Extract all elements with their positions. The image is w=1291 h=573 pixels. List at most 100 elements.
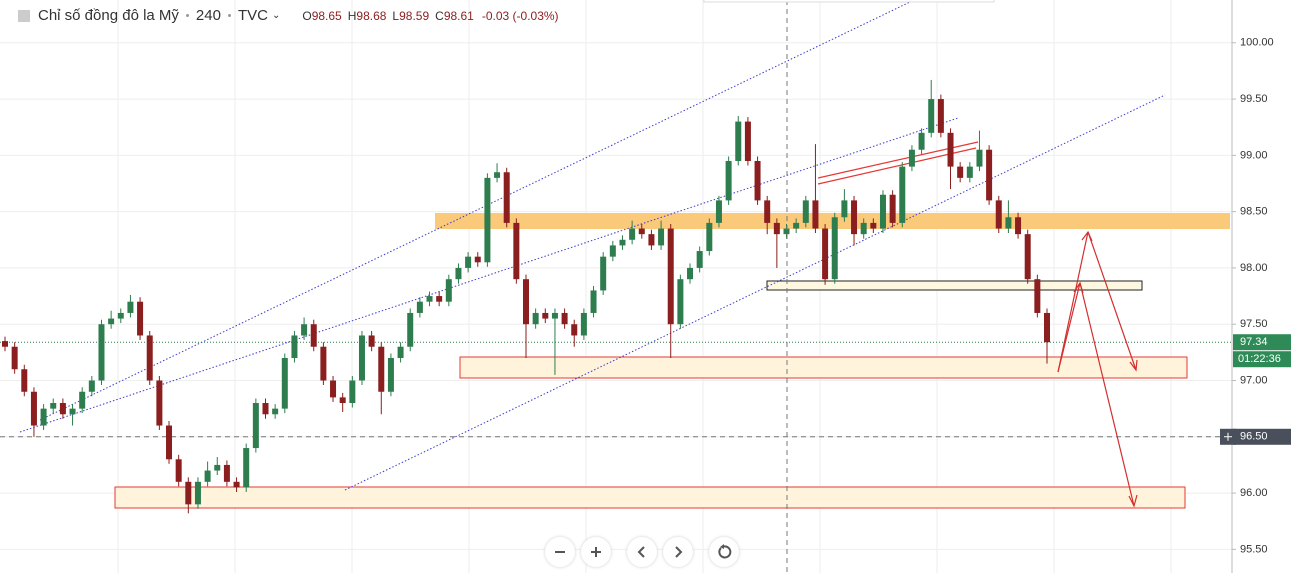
candle-body	[1044, 312, 1050, 343]
y-tick-label: 95.50	[1240, 543, 1268, 555]
zoom-out[interactable]	[545, 537, 575, 567]
candle-body	[175, 459, 182, 482]
ohlc-label: H	[347, 8, 357, 23]
candle-body	[658, 228, 665, 246]
candle-body	[629, 228, 636, 240]
axis-labels: 95.50 96.00 96.50 97.00 97.50 98.00 98.50 99.00…	[1220, 37, 1291, 555]
ohlc-label: C	[435, 8, 444, 23]
candle-body	[426, 296, 433, 302]
price-axis	[1232, 0, 1291, 573]
candle-body	[465, 256, 472, 268]
interval[interactable]: 240	[195, 7, 221, 24]
candle-body	[108, 318, 115, 325]
candle-body	[812, 200, 819, 229]
y-tick-label: 97.50	[1240, 318, 1268, 330]
candle-body	[822, 228, 829, 280]
crosshair-tag	[1233, 428, 1291, 445]
candle-body	[281, 357, 288, 409]
title: Chỉ số đồng đô la Mỹ	[38, 7, 179, 24]
separator	[185, 14, 189, 17]
candle-body	[127, 301, 134, 313]
candle-body	[899, 166, 906, 223]
candle-body	[532, 312, 539, 325]
y-tick-label: 99.50	[1240, 93, 1268, 105]
toolbar	[545, 537, 739, 567]
ohlc-label: L	[392, 8, 400, 23]
candle-body	[590, 290, 597, 313]
candle-body	[146, 335, 153, 381]
last-price-tag	[1233, 334, 1291, 351]
candle-body	[995, 200, 1002, 229]
countdown: 01:22:36	[1238, 353, 1281, 365]
candle-body	[947, 132, 954, 167]
candle-body	[272, 408, 279, 415]
y-tick-label: 100.00	[1240, 37, 1274, 49]
zone	[114, 486, 1186, 509]
plus-icon	[1224, 432, 1232, 441]
crosshair-label: 96.50	[1240, 431, 1268, 443]
candle-body	[542, 312, 549, 319]
candle-body	[494, 172, 501, 178]
arrows	[1057, 230, 1138, 508]
candle-body	[851, 200, 858, 235]
candle-body	[609, 245, 616, 257]
candle-body	[252, 403, 259, 449]
y-tick-label: 98.50	[1240, 206, 1268, 218]
candle-body	[908, 149, 915, 167]
zone	[459, 356, 1188, 379]
candle-body	[735, 121, 742, 161]
candle-body	[879, 194, 886, 229]
candle-body	[185, 481, 192, 505]
last-price-label: 97.34	[1240, 336, 1268, 348]
source: TVC	[237, 7, 268, 24]
candle-body	[79, 391, 86, 409]
candle-body	[436, 296, 443, 302]
ohlc-item: L98.59	[392, 9, 429, 23]
candle-body	[117, 312, 124, 319]
candle-body	[88, 380, 95, 392]
candle-body	[214, 464, 221, 471]
channel	[19, 1, 1166, 491]
candle-body	[619, 239, 626, 246]
reset[interactable]	[709, 537, 739, 567]
symbol-icon	[18, 9, 30, 22]
candle-body	[561, 312, 568, 325]
candle-body	[860, 222, 867, 235]
y-tick-label: 97.00	[1240, 374, 1268, 386]
candle-body	[30, 391, 37, 426]
candle-body	[21, 369, 28, 392]
ohlc-value: 98.61	[443, 8, 474, 23]
candle-body	[445, 279, 452, 302]
candle-body	[667, 228, 674, 325]
candle-body	[986, 149, 993, 201]
panel-edge	[703, 0, 995, 3]
scroll-right[interactable]	[663, 537, 693, 567]
candle-body	[349, 380, 356, 404]
candle-body	[513, 222, 520, 280]
ohlc-value: 98.65	[311, 8, 342, 23]
candle-body	[223, 464, 230, 482]
ohlc-label: O	[302, 8, 312, 23]
candle-body	[687, 267, 694, 280]
caret[interactable]: ⌄	[271, 10, 281, 21]
candle-body	[137, 301, 144, 336]
y-tick-label: 96.00	[1240, 487, 1268, 499]
candle-body	[764, 200, 771, 223]
candle-body	[937, 99, 944, 133]
zoom-in[interactable]	[581, 537, 611, 567]
trend-line	[817, 141, 979, 185]
candle-body	[301, 324, 308, 336]
candle-body	[320, 346, 327, 381]
separator	[227, 14, 231, 17]
candle-body	[156, 380, 163, 426]
candle-body	[233, 481, 240, 488]
ohlc: O98.65 H98.68 L98.59 C98.61	[302, 9, 474, 23]
zone	[766, 280, 1143, 291]
candle-body	[696, 251, 703, 268]
candle-body	[870, 222, 877, 229]
candle-body	[1034, 279, 1041, 313]
scroll-left[interactable]	[627, 537, 657, 567]
candle-body	[754, 160, 761, 201]
candle-body	[50, 403, 57, 409]
candle-body	[783, 228, 790, 235]
